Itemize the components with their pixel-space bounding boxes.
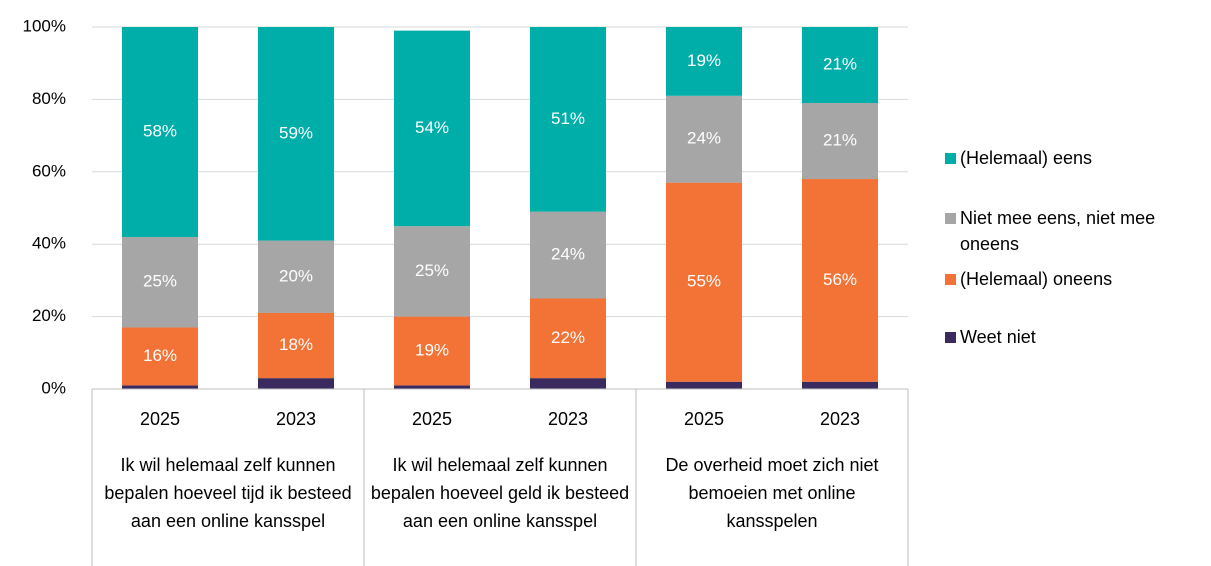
bar-segment (394, 316, 470, 386)
bar-segment (802, 27, 878, 104)
bar-segment (258, 312, 334, 379)
data-label: 24% (687, 129, 721, 148)
bar-segment (666, 381, 742, 389)
data-label: 22% (551, 328, 585, 347)
bar-segment (394, 226, 470, 317)
bar-segment (394, 30, 470, 227)
y-tick-label: 0% (41, 378, 66, 397)
bar-segment (666, 27, 742, 96)
bar-segment (122, 236, 198, 328)
legend-swatch (945, 153, 956, 164)
data-label: 19% (687, 51, 721, 70)
data-label: 21% (823, 131, 857, 150)
legend-item: Weet niet (945, 324, 1205, 350)
x-tick-label: 2023 (548, 409, 588, 429)
bar-segment (530, 298, 606, 379)
data-label: 59% (279, 123, 313, 142)
legend-item: (Helemaal) oneens (945, 266, 1205, 292)
legend-label: (Helemaal) eens (960, 148, 1093, 168)
bar-segment (802, 381, 878, 389)
x-tick-label: 2023 (276, 409, 316, 429)
data-label: 16% (143, 346, 177, 365)
bar-segment (802, 103, 878, 180)
bar-segment (666, 182, 742, 382)
legend-swatch (945, 213, 956, 224)
legend-label: Niet mee eens, niet mee oneens (960, 208, 1156, 254)
data-label: 58% (143, 121, 177, 140)
bar-segment (530, 211, 606, 299)
data-label: 51% (551, 109, 585, 128)
bar-segment (258, 240, 334, 313)
data-label: 54% (415, 118, 449, 137)
legend-swatch (945, 332, 956, 343)
y-tick-label: 40% (32, 234, 66, 253)
legend-label: Weet niet (960, 327, 1036, 347)
bar-segment (122, 327, 198, 386)
data-label: 19% (415, 340, 449, 359)
bar-segment (802, 179, 878, 382)
data-label: 56% (823, 270, 857, 289)
y-tick-label: 60% (32, 161, 66, 180)
bar-segment (666, 95, 742, 183)
y-tick-label: 20% (32, 306, 66, 325)
data-label: 20% (279, 266, 313, 285)
x-tick-label: 2025 (140, 409, 180, 429)
group-label: Ik wil helemaal zelf kunnen bepalen hoev… (104, 455, 352, 531)
bar-segment (530, 378, 606, 389)
bar-segment (122, 27, 198, 237)
y-tick-label: 100% (23, 16, 66, 35)
data-label: 55% (687, 272, 721, 291)
x-tick-label: 2025 (684, 409, 724, 429)
data-label: 24% (551, 245, 585, 264)
bar-segment (122, 385, 198, 389)
data-label: 18% (279, 335, 313, 354)
bar-segment (530, 27, 606, 212)
x-tick-label: 2025 (412, 409, 452, 429)
legend-item: Niet mee eens, niet mee oneens (945, 205, 1205, 257)
legend-label: (Helemaal) oneens (960, 269, 1113, 289)
legend-item: (Helemaal) eens (945, 145, 1205, 171)
y-tick-label: 80% (32, 89, 66, 108)
legend-swatch (945, 274, 956, 285)
group-label: De overheid moet zich niet bemoeien met … (665, 455, 879, 531)
group-label: Ik wil helemaal zelf kunnen bepalen hoev… (370, 455, 630, 531)
bar-segment (258, 27, 334, 241)
data-label: 21% (823, 54, 857, 73)
bar-segment (394, 385, 470, 389)
bar-segment (258, 378, 334, 389)
data-label: 25% (415, 261, 449, 280)
x-tick-label: 2023 (820, 409, 860, 429)
data-label: 25% (143, 272, 177, 291)
